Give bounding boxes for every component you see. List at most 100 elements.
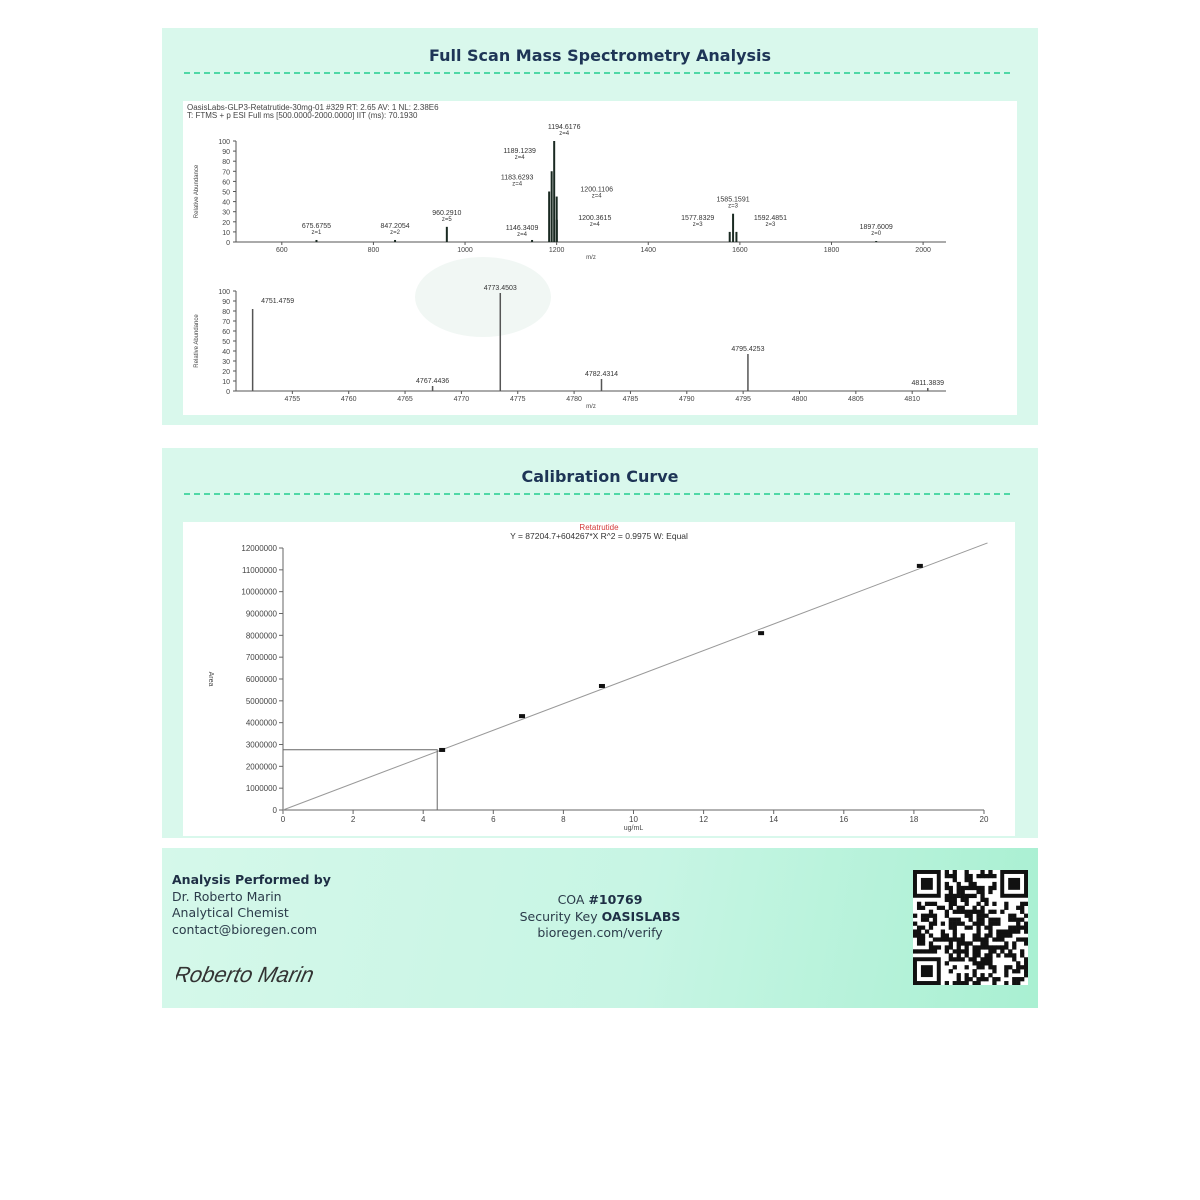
verify-link[interactable]: bioregen.com/verify: [537, 925, 663, 940]
qr-module: [968, 957, 973, 962]
qr-module: [976, 933, 981, 938]
peak-label: 4751.4759: [261, 298, 294, 305]
ms-header-line2: T: FTMS + p ESI Full ms [500.0000-2000.0…: [187, 111, 418, 120]
qr-module: [952, 897, 957, 903]
qr-module: [928, 933, 934, 938]
qr-module: [988, 873, 993, 879]
qr-module: [1024, 941, 1028, 946]
qr-module: [1016, 905, 1021, 910]
qr-module: [996, 921, 1001, 926]
qr-module: [992, 969, 997, 974]
ms-card: Full Scan Mass Spectrometry Analysis Oas…: [162, 28, 1038, 425]
qr-module: [916, 929, 922, 934]
qr-finder-center: [1008, 877, 1021, 890]
qr-module: [1000, 933, 1005, 938]
qr-module: [964, 901, 969, 906]
qr-module: [916, 905, 922, 910]
qr-module: [988, 885, 993, 891]
qr-module: [976, 981, 981, 985]
qr-module: [948, 901, 953, 906]
qr-module: [956, 977, 961, 982]
qr-module: [984, 953, 989, 958]
qr-module: [972, 921, 977, 926]
qr-module: [980, 921, 985, 926]
qr-module: [968, 881, 973, 887]
x-tick-label: 20: [980, 815, 989, 824]
x-tick-label: 4765: [397, 396, 413, 403]
qr-module: [964, 873, 969, 879]
qr-module: [913, 949, 918, 954]
qr-module: [996, 929, 1001, 934]
signature: Roberto Marin: [176, 962, 316, 987]
peak-label: 960.2910: [432, 210, 461, 217]
x-tick-label: 4790: [679, 396, 695, 403]
qr-module: [916, 901, 922, 906]
peak-charge: z=5: [442, 217, 453, 223]
qr-module: [913, 933, 918, 938]
qr-module: [956, 921, 961, 926]
qr-module: [932, 913, 938, 918]
qr-module: [944, 945, 949, 950]
peak-charge: z=4: [515, 155, 526, 161]
x-tick-label: 8: [561, 815, 566, 824]
analyst-email[interactable]: contact@bioregen.com: [172, 921, 318, 937]
qr-code[interactable]: [913, 870, 1028, 985]
y-tick-label: 60: [222, 179, 230, 186]
qr-module: [992, 945, 997, 950]
qr-module: [972, 909, 977, 914]
qr-module: [992, 873, 997, 879]
qr-module: [1000, 929, 1005, 934]
peak-charge: z=3: [766, 222, 777, 228]
x-tick-label: 14: [769, 815, 778, 824]
qr-module: [960, 937, 965, 942]
peak-charge: z=1: [312, 230, 323, 236]
y-axis-label: Relative Abundance: [194, 164, 200, 218]
qr-module: [996, 977, 1001, 982]
qr-module: [944, 893, 949, 899]
security-line: Security Key OASISLABS: [519, 908, 681, 924]
y-tick-label: 0: [273, 806, 278, 815]
qr-module: [972, 905, 977, 910]
y-axis-label: Relative Abundance: [194, 314, 200, 368]
qr-module: [984, 945, 989, 950]
qr-module: [1008, 913, 1013, 918]
qr-module: [1016, 961, 1021, 966]
qr-module: [984, 941, 989, 946]
qr-module: [988, 929, 993, 934]
qr-module: [992, 949, 997, 954]
qr-module: [932, 921, 938, 926]
qr-module: [940, 921, 946, 926]
qr-module: [992, 901, 997, 906]
qr-module: [916, 933, 922, 938]
qr-module: [976, 885, 981, 891]
y-tick-label: 10000000: [241, 588, 277, 597]
qr-module: [968, 941, 973, 946]
qr-module: [940, 929, 946, 934]
qr-module: [964, 981, 969, 985]
y-tick-label: 60: [222, 329, 230, 336]
qr-module: [980, 909, 985, 914]
qr-module: [1024, 965, 1028, 970]
qr-module: [980, 945, 985, 950]
qr-module: [952, 873, 957, 879]
qr-module: [1020, 977, 1025, 982]
y-tick-label: 80: [222, 309, 230, 316]
qr-module: [932, 945, 938, 950]
qr-module: [944, 897, 949, 903]
qr-module: [952, 929, 957, 934]
qr-module: [948, 921, 953, 926]
qr-module: [972, 949, 977, 954]
y-tick-label: 20: [222, 369, 230, 376]
y-tick-label: 3000000: [246, 741, 278, 750]
x-tick-label: 4780: [566, 396, 582, 403]
peak-charge: z=3: [693, 222, 704, 228]
peak-label: 1585.1591: [717, 197, 750, 204]
x-tick-label: 800: [368, 247, 380, 254]
qr-module: [1004, 945, 1009, 950]
x-tick-label: 4770: [454, 396, 470, 403]
qr-module: [980, 957, 985, 962]
qr-module: [980, 937, 985, 942]
qr-module: [976, 949, 981, 954]
qr-module: [968, 917, 973, 922]
qr-module: [976, 929, 981, 934]
